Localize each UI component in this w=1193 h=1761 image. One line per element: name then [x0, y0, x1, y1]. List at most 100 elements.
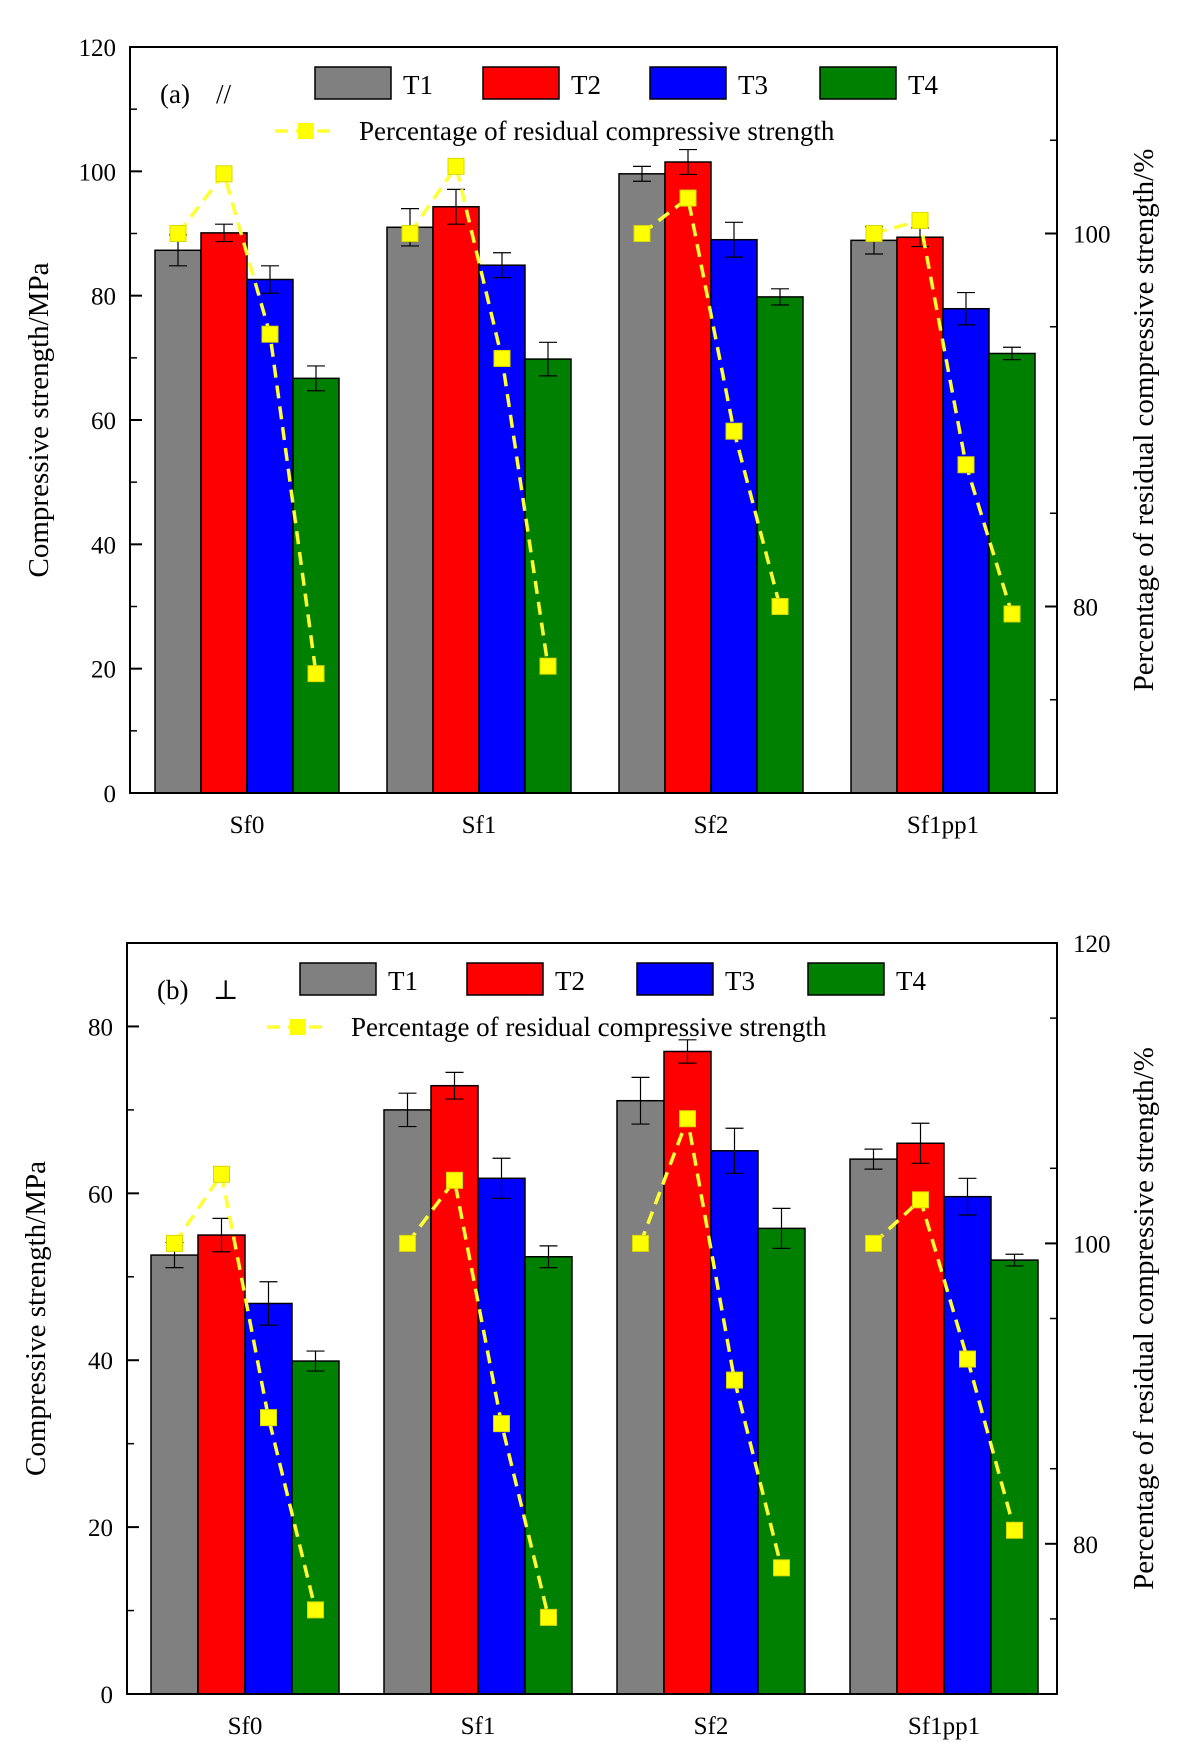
percentage-marker-Sf2-T4	[773, 1559, 790, 1577]
percentage-marker-Sf0-T4	[307, 665, 325, 683]
y-tick-label-60: 60	[91, 408, 116, 435]
percentage-marker-Sf1pp1-T4	[1006, 1521, 1023, 1539]
bar-T1-Sf1pp1	[850, 239, 898, 794]
percentage-marker-Sf2-T3	[725, 422, 743, 440]
bar-T2-Sf1pp1	[896, 1142, 945, 1695]
legend-swatch-T1	[299, 962, 377, 996]
y-tick-label-40: 40	[88, 1348, 113, 1375]
bar-T3-Sf2	[710, 238, 758, 794]
y2-tick-label-80: 80	[1073, 1532, 1098, 1559]
legend-label-T1: T1	[388, 966, 418, 996]
legend-label-percentage: Percentage of residual compressive stren…	[351, 1012, 827, 1042]
percentage-line-Sf0	[173, 1169, 318, 1611]
bar-T2-Sf1	[432, 206, 480, 794]
y2-tick-label-100: 100	[1073, 222, 1111, 249]
percentage-line-Sf1pp1	[873, 218, 1014, 615]
percentage-marker-Sf0-T3	[260, 1409, 277, 1427]
percentage-marker-Sf1-T1	[399, 1234, 416, 1252]
category-label-Sf1: Sf1	[461, 1713, 496, 1740]
y-axis-title: Compressive strength/MPa	[23, 262, 55, 577]
chart-panel-b: 0 20 40 60 80 80 100 120 Sf0 Sf1 Sf2 Sf1pp1 Compress…	[20, 931, 1160, 1740]
percentage-marker-Sf1-T3	[493, 1415, 510, 1433]
y2-tick-label-80: 80	[1073, 595, 1098, 622]
percentage-marker-Sf0-T2	[215, 165, 233, 183]
percentage-line-Sf1	[406, 1176, 551, 1618]
bar-T1-Sf0	[150, 1254, 199, 1695]
bar-T4-Sf2	[756, 296, 804, 794]
legend-swatch-T3	[636, 962, 714, 996]
percentage-marker-Sf1pp1-T2	[912, 1191, 929, 1209]
bar-T1-Sf1	[383, 1109, 432, 1695]
y-tick-label-100: 100	[79, 159, 117, 186]
bar-T4-Sf1	[524, 358, 572, 794]
legend-label-T4: T4	[908, 70, 938, 100]
legend-label-T4: T4	[896, 966, 926, 996]
legend-label-percentage: Percentage of residual compressive stren…	[359, 116, 835, 146]
category-label-Sf1pp1: Sf1pp1	[908, 1713, 980, 1740]
bar-T3-Sf0	[244, 1302, 293, 1695]
percentage-marker-Sf0-T1	[169, 225, 187, 242]
bar-T4-Sf0	[291, 1360, 340, 1695]
percentage-marker-Sf0-T1	[166, 1234, 183, 1252]
legend-label-T1: T1	[403, 70, 433, 100]
percentage-marker-Sf1-T4	[539, 657, 557, 675]
bar-T1-Sf2	[618, 173, 666, 794]
percentage-marker-Sf1pp1-T4	[1003, 605, 1021, 623]
percentage-marker-Sf1-T4	[540, 1608, 557, 1626]
percentage-marker-Sf0-T2	[213, 1165, 230, 1183]
bar-T4-Sf1pp1	[988, 352, 1036, 794]
percentage-marker-Sf1-T2	[447, 157, 465, 175]
bar-T3-Sf1	[477, 1177, 526, 1695]
y-tick-label-20: 20	[91, 657, 116, 684]
legend-swatch-T2	[466, 962, 544, 996]
bar-T3-Sf0	[246, 278, 294, 794]
category-label-Sf0: Sf0	[230, 812, 265, 839]
bar-T2-Sf2	[663, 1050, 712, 1695]
legend-swatch-T4	[807, 962, 885, 996]
bar-T3-Sf1pp1	[943, 1195, 992, 1695]
percentage-marker-Sf1pp1-T2	[911, 211, 929, 229]
percentage-marker-Sf0-T4	[307, 1601, 324, 1619]
percentage-marker-Sf2-T3	[726, 1371, 743, 1389]
category-label-Sf1pp1: Sf1pp1	[907, 812, 979, 839]
bar-T4-Sf1	[524, 1256, 573, 1695]
legend-marker-sample	[290, 1019, 306, 1035]
legend-marker-sample	[298, 123, 314, 139]
y2-axis-title: Percentage of residual compressive stren…	[1128, 149, 1160, 692]
bar-T4-Sf1pp1	[990, 1259, 1039, 1695]
legend-label-T3: T3	[738, 70, 768, 100]
percentage-line-Sf0	[176, 170, 318, 674]
y-tick-label-120: 120	[79, 35, 117, 62]
bar-T2-Sf0	[197, 1234, 246, 1695]
y2-tick-label-100: 100	[1073, 1231, 1111, 1258]
percentage-line-Sf1pp1	[872, 1196, 1017, 1531]
panel-label: (a)	[160, 79, 190, 109]
bar-T2-Sf2	[664, 161, 712, 794]
percentage-marker-Sf2-T2	[679, 1110, 696, 1128]
bar-T3-Sf1	[478, 264, 526, 794]
category-label-Sf2: Sf2	[694, 812, 729, 839]
y-tick-label-0: 0	[104, 781, 117, 808]
y-tick-label-80: 80	[88, 1014, 113, 1041]
legend-swatch-T4	[819, 66, 897, 100]
bar-T4-Sf2	[757, 1227, 806, 1695]
panel-label: (b)	[157, 975, 188, 1005]
percentage-marker-Sf2-T1	[633, 225, 651, 242]
percentage-line-Sf2	[638, 1112, 784, 1569]
category-label-Sf0: Sf0	[228, 1713, 263, 1740]
panel-symbol: //	[216, 79, 232, 109]
chart-panel-a: 0 20 40 60 80 100 120 80 100 Sf0 Sf1 Sf2 Sf1pp1 Compr…	[23, 35, 1160, 839]
legend-swatch-T1	[314, 66, 392, 100]
percentage-marker-Sf0-T3	[261, 325, 279, 343]
percentage-marker-Sf2-T1	[632, 1234, 649, 1252]
legend-swatch-T2	[482, 66, 560, 100]
percentage-line-Sf1	[408, 162, 550, 667]
percentage-marker-Sf1pp1-T3	[959, 1350, 976, 1368]
legend-swatch-T3	[649, 66, 727, 100]
y-tick-label-20: 20	[88, 1515, 113, 1542]
y-tick-label-60: 60	[88, 1181, 113, 1208]
y-tick-label-0: 0	[101, 1682, 114, 1709]
bar-T2-Sf0	[200, 232, 248, 794]
percentage-marker-Sf1-T2	[446, 1171, 463, 1189]
